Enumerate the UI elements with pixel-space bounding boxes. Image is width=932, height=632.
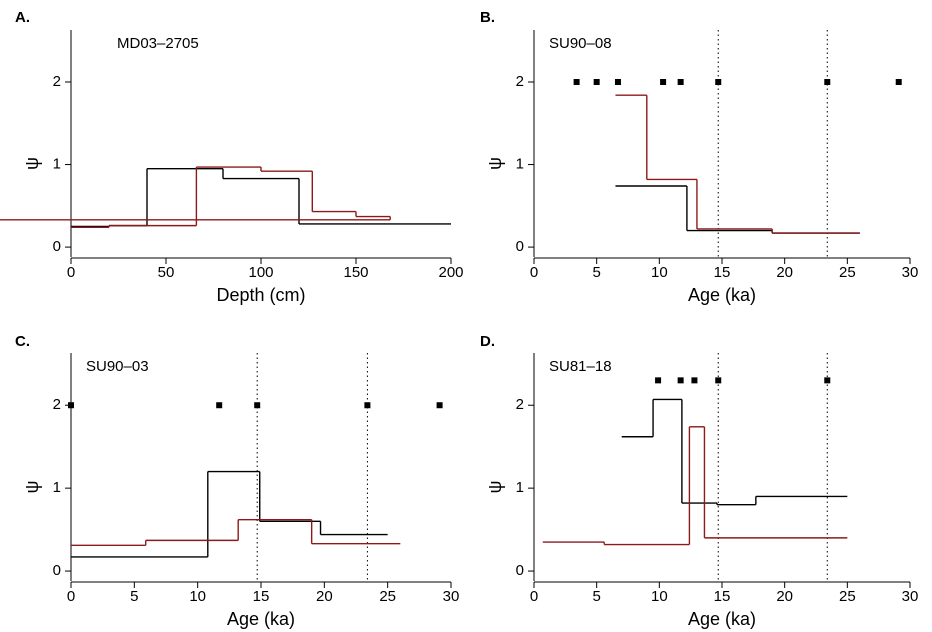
y-tick-label: 2: [53, 73, 61, 90]
x-tick-label: 0: [530, 588, 538, 605]
x-tick-label: 20: [776, 588, 793, 605]
x-axis-label: Age (ka): [227, 609, 295, 629]
y-tick-label: 2: [516, 73, 524, 90]
x-tick-label: 100: [248, 264, 273, 281]
panel-title: SU90–08: [549, 35, 612, 52]
panel-label: A.: [15, 9, 30, 26]
date-marker: [655, 377, 662, 384]
x-tick-label: 0: [67, 264, 75, 281]
date-marker: [715, 377, 722, 384]
x-tick-label: 10: [651, 264, 668, 281]
date-marker: [216, 402, 223, 409]
y-axis-label: ψ: [22, 157, 42, 170]
x-tick-label: 30: [443, 588, 460, 605]
x-tick-label: 15: [253, 588, 270, 605]
x-tick-label: 5: [592, 588, 600, 605]
date-marker: [364, 402, 371, 409]
x-tick-label: 20: [776, 264, 793, 281]
y-tick-label: 1: [516, 156, 524, 173]
x-tick-label: 50: [158, 264, 175, 281]
date-marker: [824, 79, 831, 86]
y-tick-label: 1: [53, 479, 61, 496]
date-marker: [824, 377, 831, 384]
y-tick-label: 0: [53, 562, 61, 579]
x-tick-label: 20: [316, 588, 333, 605]
panel-label: B.: [480, 9, 495, 26]
x-tick-label: 200: [438, 264, 463, 281]
date-marker: [254, 402, 261, 409]
x-axis-label: Depth (cm): [216, 285, 305, 305]
y-tick-label: 2: [516, 396, 524, 413]
x-tick-label: 5: [592, 264, 600, 281]
date-marker: [677, 79, 684, 86]
y-tick-label: 2: [53, 396, 61, 413]
panel-title: SU81–18: [549, 358, 612, 375]
y-tick-label: 0: [516, 562, 524, 579]
x-tick-label: 25: [839, 588, 856, 605]
date-marker: [691, 377, 698, 384]
panel-label: D.: [480, 333, 495, 350]
panel-title: SU90–03: [86, 358, 149, 375]
x-tick-label: 25: [839, 264, 856, 281]
date-marker: [895, 79, 902, 86]
date-marker: [715, 79, 722, 86]
x-tick-label: 10: [189, 588, 206, 605]
date-marker: [436, 402, 443, 409]
panel-title: MD03–2705: [117, 35, 199, 52]
date-marker: [573, 79, 580, 86]
date-marker: [68, 402, 74, 409]
panel-label: C.: [15, 333, 30, 350]
x-tick-label: 150: [343, 264, 368, 281]
y-axis-label: ψ: [485, 481, 505, 494]
x-tick-label: 5: [130, 588, 138, 605]
x-tick-label: 0: [530, 264, 538, 281]
y-tick-label: 1: [53, 156, 61, 173]
x-tick-label: 30: [902, 264, 919, 281]
x-tick-label: 25: [379, 588, 396, 605]
x-tick-label: 0: [67, 588, 75, 605]
x-tick-label: 15: [714, 588, 731, 605]
y-tick-label: 0: [516, 238, 524, 255]
y-axis-label: ψ: [22, 481, 42, 494]
y-axis-label: ψ: [485, 157, 505, 170]
y-tick-label: 1: [516, 479, 524, 496]
date-marker: [660, 79, 667, 86]
date-marker: [614, 79, 621, 86]
x-tick-label: 15: [714, 264, 731, 281]
x-axis-label: Age (ka): [688, 285, 756, 305]
date-marker: [593, 79, 600, 86]
x-axis-label: Age (ka): [688, 609, 756, 629]
x-tick-label: 10: [651, 588, 668, 605]
x-tick-label: 30: [902, 588, 919, 605]
date-marker: [677, 377, 684, 384]
y-tick-label: 0: [53, 238, 61, 255]
